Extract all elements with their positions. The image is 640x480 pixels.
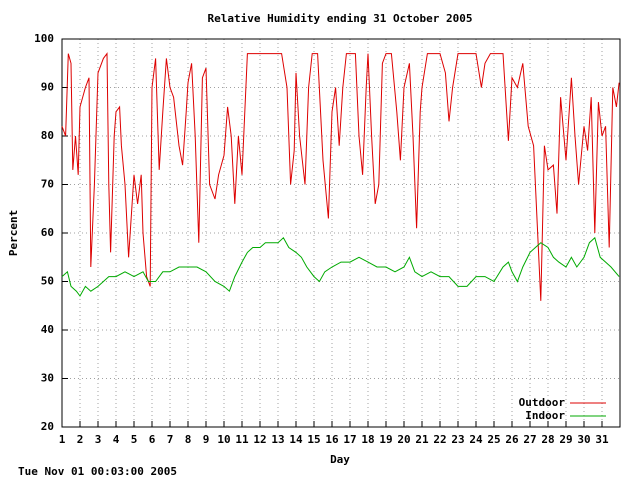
x-tick-label: 25 [487, 433, 500, 446]
x-tick-label: 5 [131, 433, 138, 446]
data-line [61, 52, 620, 301]
x-tick-label: 2 [77, 433, 84, 446]
x-tick-label: 8 [185, 433, 192, 446]
x-tick-label: 27 [523, 433, 536, 446]
x-tick-label: 29 [559, 433, 572, 446]
x-tick-label: 24 [469, 433, 483, 446]
x-tick-label: 7 [167, 433, 174, 446]
y-tick-label: 20 [41, 420, 54, 433]
x-tick-label: 6 [149, 433, 156, 446]
y-tick-label: 50 [41, 275, 54, 288]
y-tick-label: 100 [34, 32, 54, 45]
x-tick-label: 9 [203, 433, 210, 446]
y-tick-label: 80 [41, 129, 54, 142]
x-tick-label: 12 [253, 433, 266, 446]
x-tick-label: 10 [217, 433, 230, 446]
legend-label: Outdoor [519, 396, 566, 409]
footer: Tue Nov 01 00:03:00 2005 [18, 465, 177, 478]
y-axis-label: Percent [7, 210, 20, 256]
x-tick-label: 14 [289, 433, 303, 446]
x-tick-label: 15 [307, 433, 320, 446]
y-tick-label: 90 [41, 81, 54, 94]
x-tick-label: 18 [361, 433, 374, 446]
plot-frame [61, 38, 621, 428]
x-tick-label: 28 [541, 433, 554, 446]
x-tick-label: 22 [433, 433, 446, 446]
legend-label: Indoor [525, 409, 565, 422]
y-tick-label: 60 [41, 226, 54, 239]
x-axis-label: Day [330, 453, 350, 466]
x-tick-label: 3 [95, 433, 102, 446]
x-tick-label: 4 [113, 433, 120, 446]
x-tick-label: 17 [343, 433, 356, 446]
x-tick-label: 23 [451, 433, 464, 446]
data-line [61, 236, 620, 297]
x-tick-label: 21 [415, 433, 429, 446]
x-tick-label: 19 [379, 433, 392, 446]
chart-title: Relative Humidity ending 31 October 2005 [208, 12, 473, 25]
x-tick-label: 26 [505, 433, 519, 446]
y-tick-label: 70 [41, 178, 54, 191]
x-tick-label: 11 [235, 433, 249, 446]
y-tick-label: 40 [41, 323, 54, 336]
x-tick-label: 20 [397, 433, 410, 446]
y-tick-label: 30 [41, 372, 54, 385]
x-tick-label: 13 [271, 433, 284, 446]
x-tick-label: 30 [577, 433, 590, 446]
x-tick-label: 1 [59, 433, 66, 446]
x-tick-label: 31 [595, 433, 609, 446]
x-tick-label: 16 [325, 433, 339, 446]
